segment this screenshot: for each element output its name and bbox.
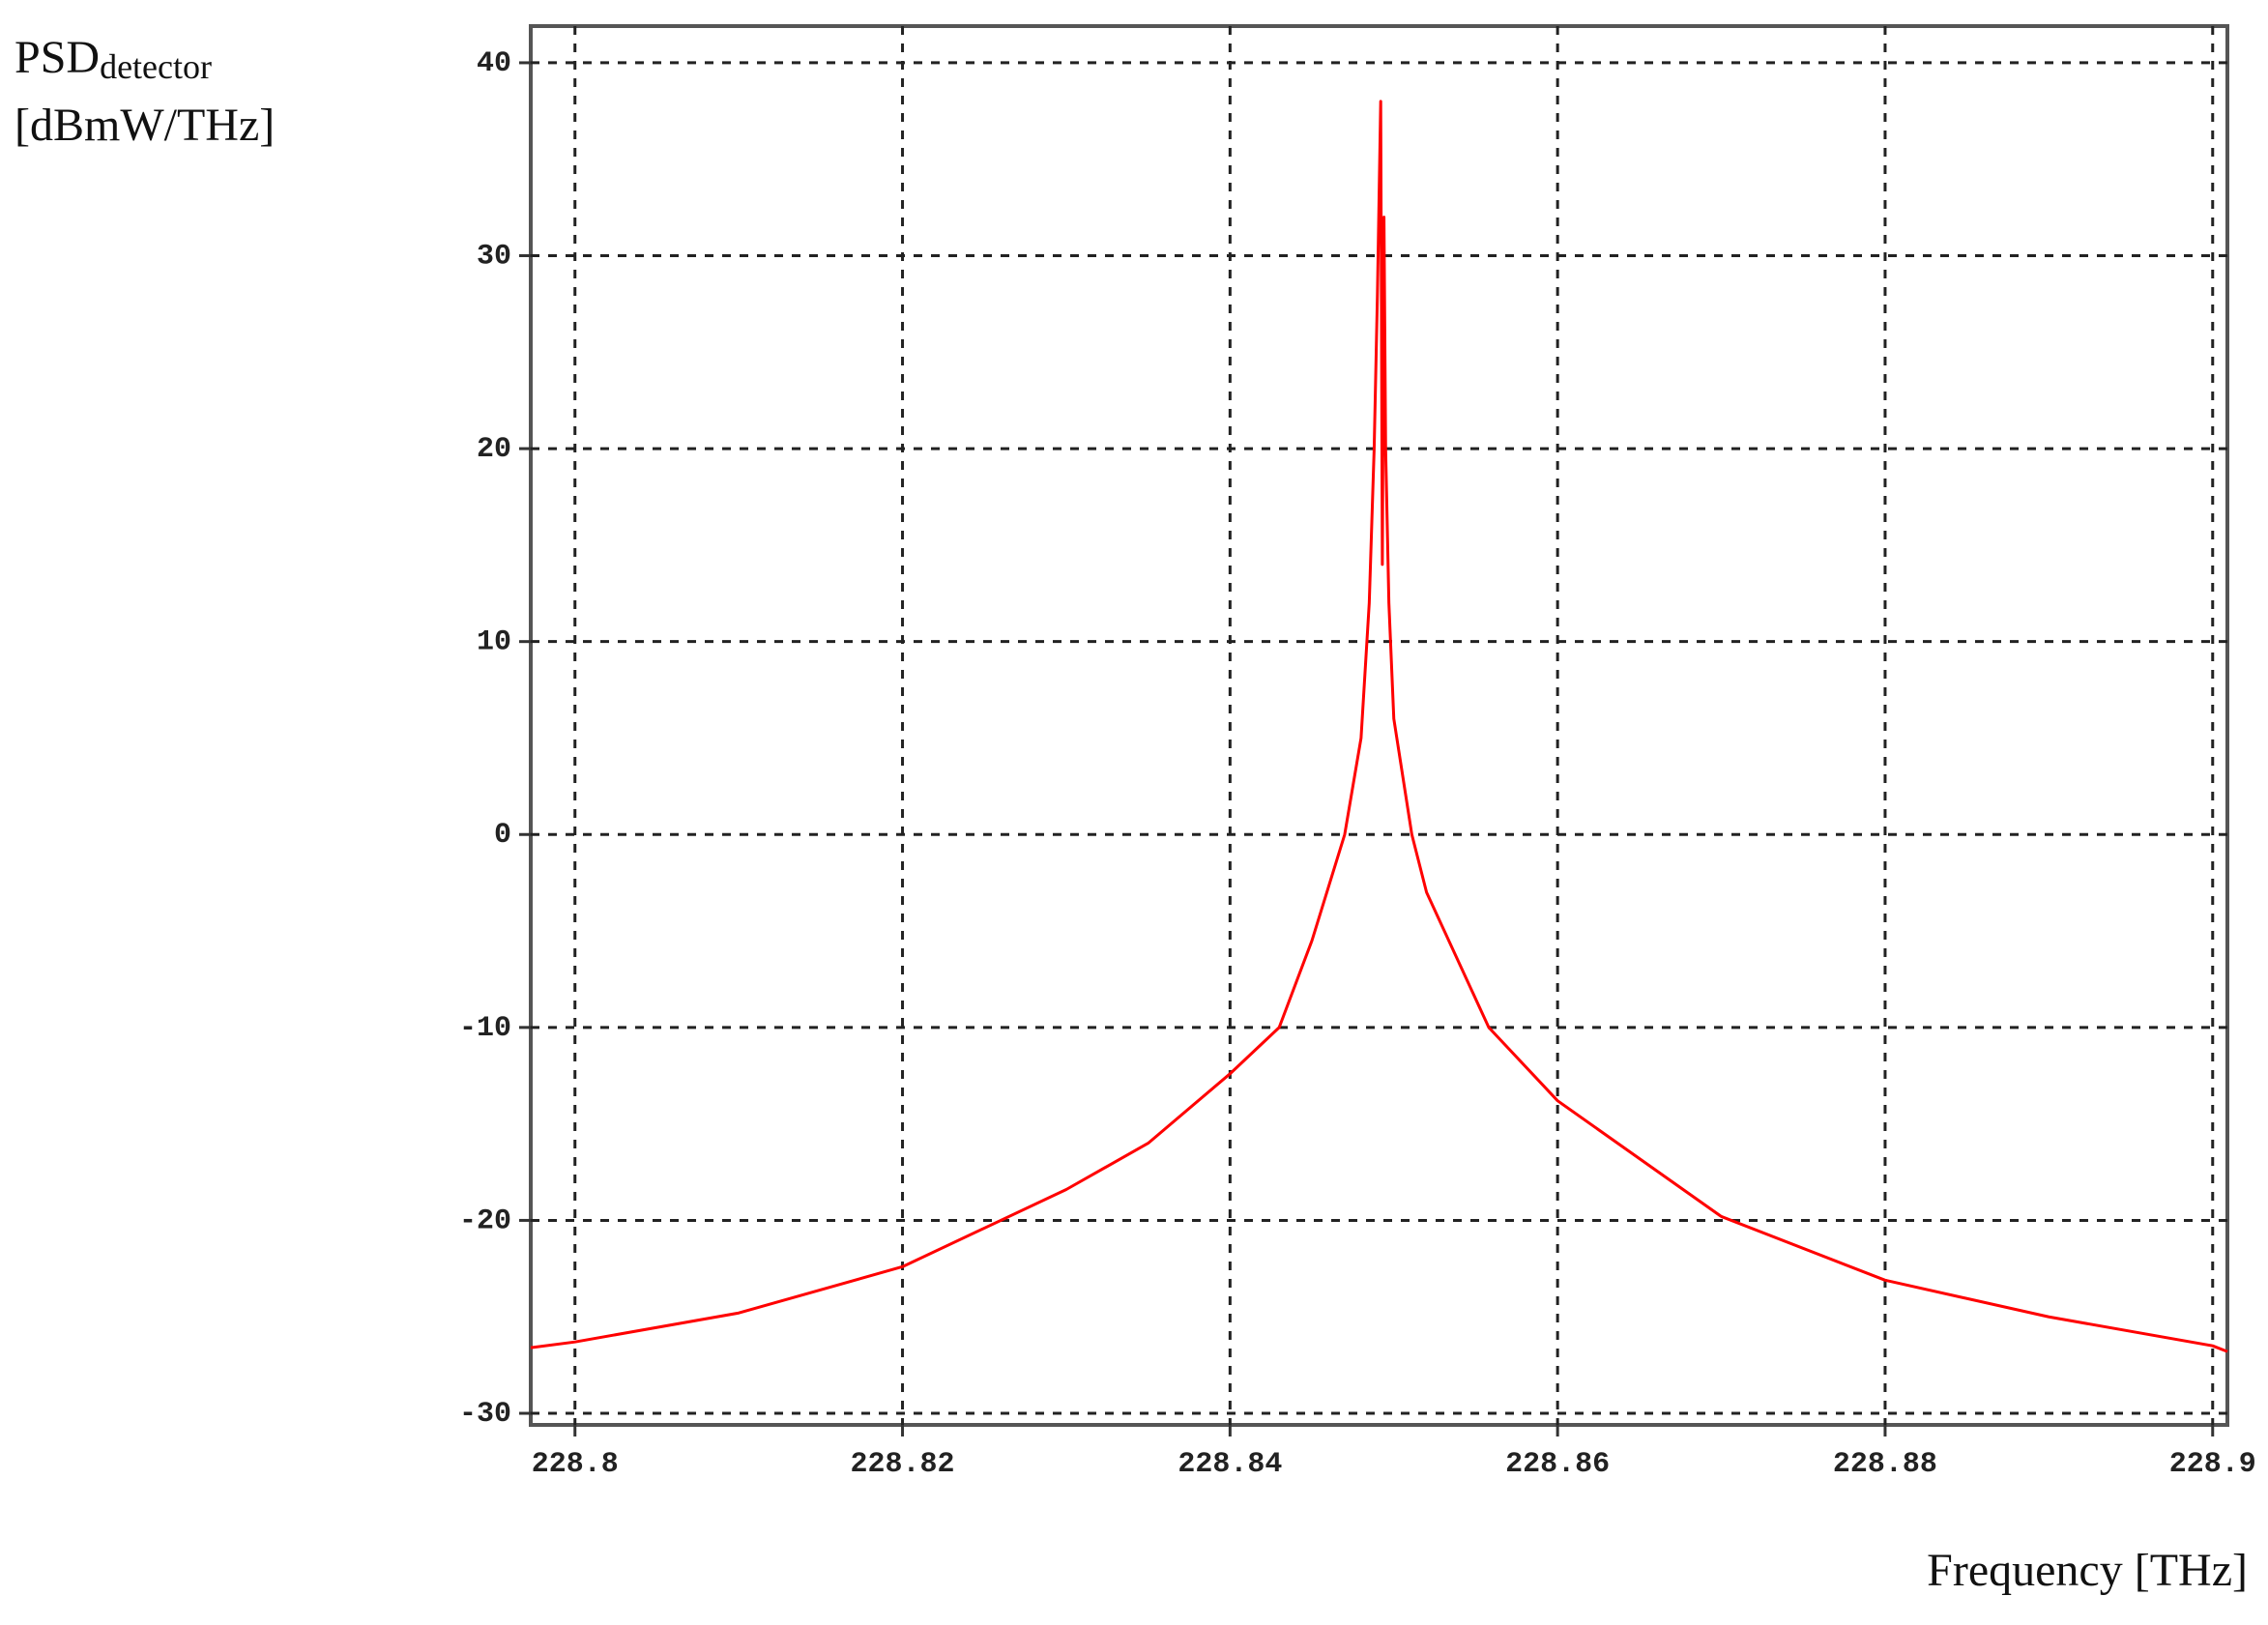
x-tick-label: 228.84 (1178, 1448, 1282, 1481)
y-tick-label: 20 (477, 433, 511, 466)
x-tick-label: 228.82 (851, 1448, 955, 1481)
y-axis-label: PSDdetector (15, 32, 212, 86)
x-tick-label: 228.86 (1505, 1448, 1610, 1481)
x-tick-label: 228.88 (1833, 1448, 1937, 1481)
x-axis-label: Frequency [THz] (1927, 1545, 2248, 1596)
y-tick-label: 0 (494, 819, 511, 852)
x-tick-label: 228.8 (532, 1448, 619, 1481)
y-tick-label: 40 (477, 47, 511, 80)
y-tick-label: 30 (477, 240, 511, 273)
y-tick-label: 10 (477, 626, 511, 659)
psd-line (530, 100, 2228, 1353)
x-tick-label: 228.9 (2169, 1448, 2256, 1481)
plot-frame (529, 24, 2229, 1427)
y-tick-label: -10 (459, 1012, 511, 1045)
y-tick-label: -20 (459, 1204, 511, 1237)
y-axis-unit: [dBmW/THz] (15, 100, 275, 151)
y-label-main: PSD (15, 32, 100, 83)
y-tick-label: -30 (459, 1398, 511, 1431)
y-label-sub: detector (100, 47, 212, 86)
